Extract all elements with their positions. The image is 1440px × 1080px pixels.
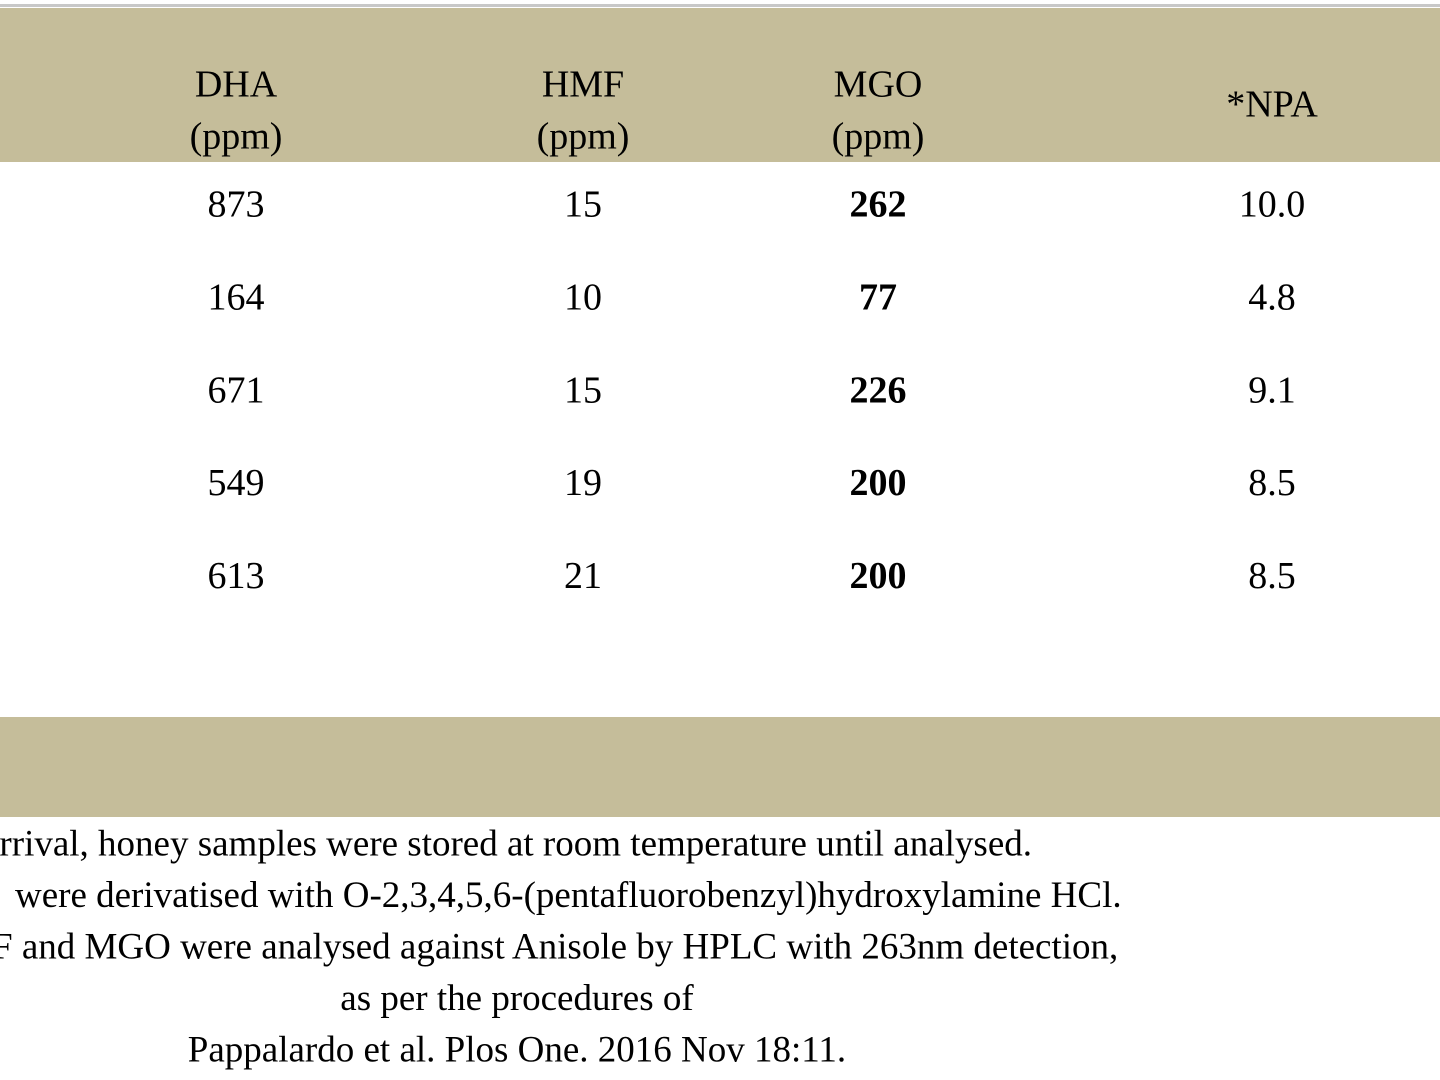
table-cell: 4.8	[1248, 277, 1296, 319]
column-unit: (ppm)	[537, 116, 630, 158]
table-cell: 8.5	[1248, 462, 1296, 504]
note-line: Pappalardo et al. Plos One. 2016 Nov 18:…	[188, 1029, 846, 1070]
table-cell: 8.5	[1248, 555, 1296, 597]
column-unit: (ppm)	[190, 116, 283, 158]
table-cell: 19	[564, 462, 602, 504]
table-cell: 200	[850, 462, 907, 504]
column-header: HMF	[542, 64, 624, 106]
table-cell: 15	[564, 369, 602, 411]
column-header: DHA	[195, 64, 278, 106]
table-cell: 10.0	[1239, 184, 1306, 226]
header-band	[0, 8, 1440, 162]
table-cell: 10	[564, 277, 602, 319]
table-cell: 613	[208, 555, 265, 597]
note-line: F and MGO were analysed against Anisole …	[0, 926, 1118, 967]
table-cell: 873	[208, 184, 265, 226]
note-line: as per the procedures of	[340, 978, 694, 1019]
table-cell: 164	[208, 277, 265, 319]
table-cell: 200	[850, 555, 907, 597]
table-cell: 549	[208, 462, 265, 504]
table-cell: 226	[850, 369, 907, 411]
notes: arrival, honey samples were stored at ro…	[0, 823, 1122, 1070]
note-line: arrival, honey samples were stored at ro…	[0, 823, 1032, 864]
table-cell: 262	[850, 184, 907, 226]
column-header: MGO	[834, 64, 923, 106]
top-rule	[0, 4, 1440, 7]
table: DHA (ppm) HMF (ppm) MGO (ppm) *NPA 873 15 262 10.0…	[190, 64, 1319, 597]
column-header: *NPA	[1226, 84, 1318, 126]
footer-band	[0, 717, 1440, 817]
table-cell: 671	[208, 369, 265, 411]
note-line: were derivatised with O-2,3,4,5,6-(penta…	[15, 875, 1122, 916]
table-cell: 9.1	[1248, 369, 1296, 411]
table-cell: 15	[564, 184, 602, 226]
table-cell: 21	[564, 555, 602, 597]
column-unit: (ppm)	[832, 116, 925, 158]
table-cell: 77	[859, 277, 897, 319]
